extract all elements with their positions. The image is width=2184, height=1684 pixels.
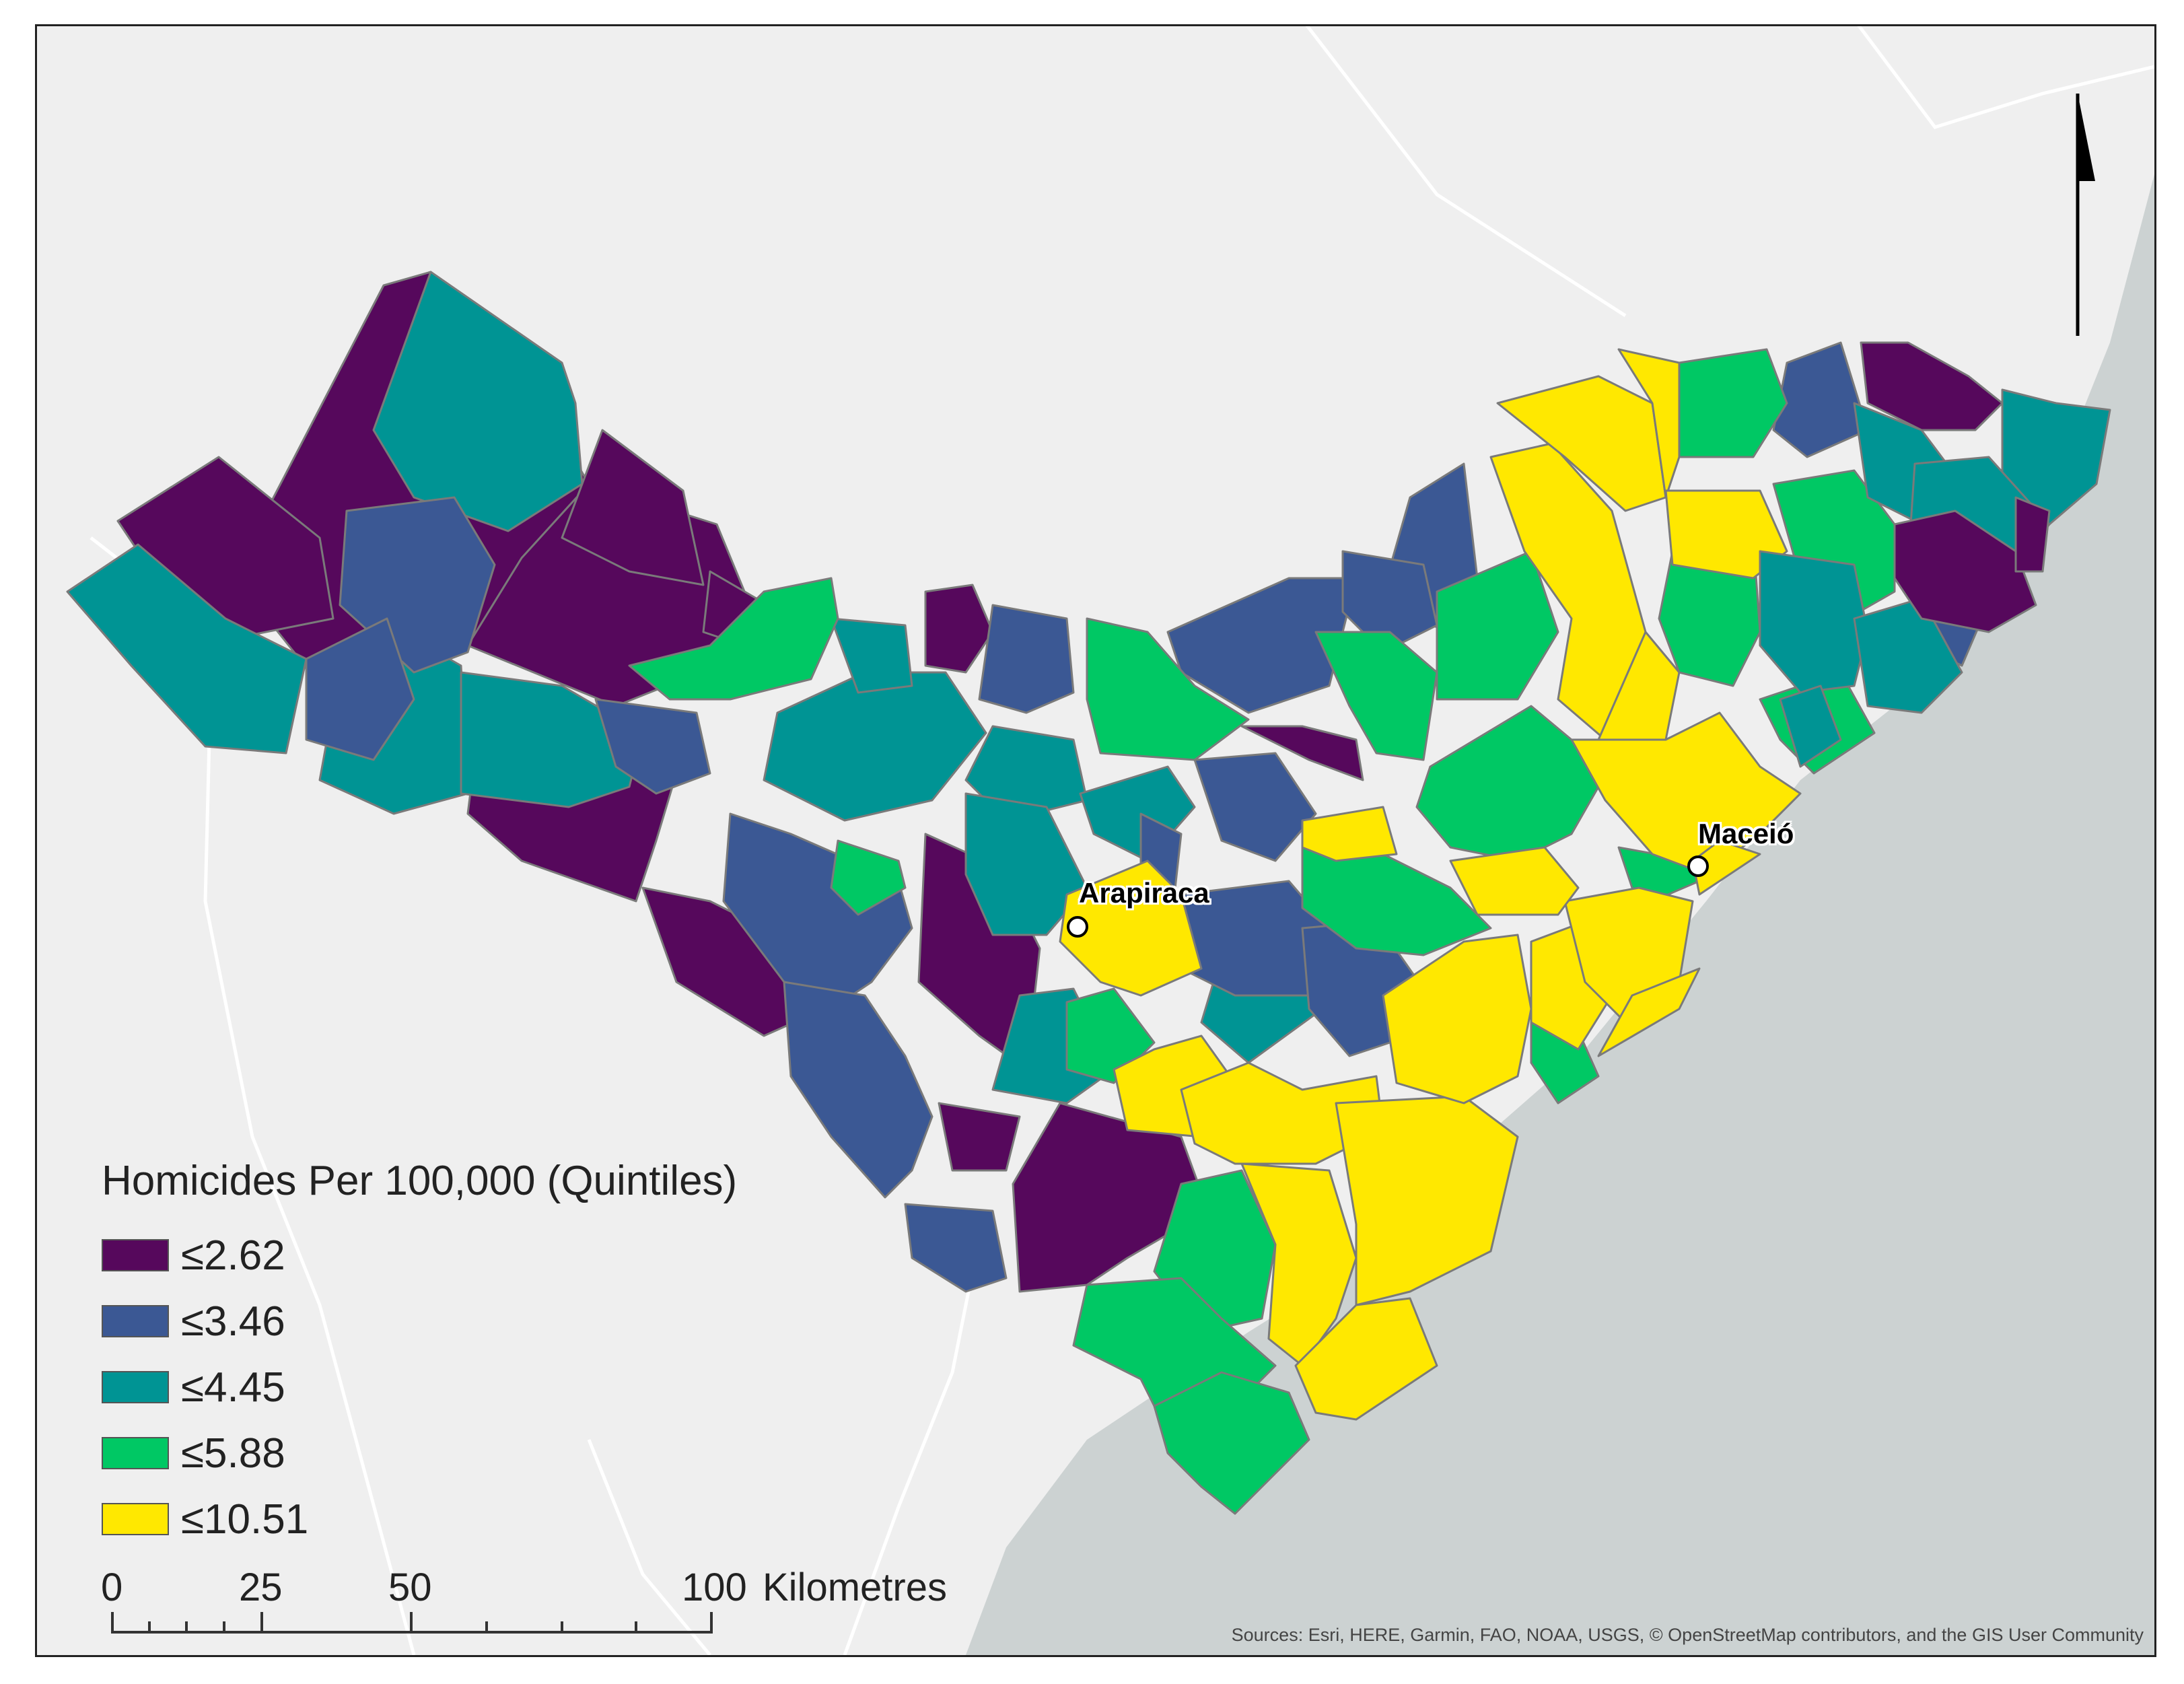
legend-item: ≤2.62 (102, 1222, 737, 1288)
region[interactable] (2001, 388, 2111, 526)
legend-swatch (102, 1503, 169, 1535)
scale-label-25: 25 (239, 1566, 283, 1609)
region[interactable] (1240, 725, 1364, 781)
region[interactable] (964, 792, 1088, 936)
legend-label: ≤3.46 (181, 1298, 285, 1345)
region[interactable] (305, 617, 415, 761)
region[interactable] (1341, 550, 1438, 654)
region[interactable] (830, 839, 907, 916)
region[interactable] (904, 1203, 1008, 1293)
region[interactable] (1597, 967, 1701, 1057)
legend-label: ≤5.88 (181, 1430, 285, 1477)
region[interactable] (628, 577, 839, 701)
region[interactable] (783, 981, 934, 1199)
region[interactable] (1570, 711, 1802, 876)
region[interactable] (372, 271, 584, 532)
region[interactable] (1294, 1297, 1438, 1421)
map-canvas (66, 26, 2154, 1655)
region[interactable] (924, 584, 994, 674)
region[interactable] (1382, 934, 1533, 1104)
city-label-arapiraca: Arapiraca (1079, 877, 1209, 909)
legend-item: ≤4.45 (102, 1354, 737, 1420)
region[interactable] (66, 543, 308, 755)
region[interactable] (1860, 341, 2004, 431)
city-marker-arapiraca[interactable] (1067, 916, 1088, 938)
region[interactable] (1691, 839, 1761, 896)
region[interactable] (1759, 550, 1869, 694)
legend-label: ≤4.45 (181, 1364, 285, 1411)
region[interactable] (1012, 1102, 1209, 1293)
region[interactable] (1335, 1095, 1519, 1306)
region[interactable] (594, 698, 711, 795)
region[interactable] (1415, 705, 1600, 862)
region[interactable] (722, 812, 913, 1010)
scale-bar (111, 1612, 713, 1634)
region[interactable] (1893, 510, 2037, 633)
scale-label-50: 50 (388, 1566, 432, 1609)
scale-label-100: 100 (682, 1566, 747, 1609)
region[interactable] (2014, 496, 2051, 573)
scale-unit: Kilometres (763, 1566, 947, 1609)
legend-swatch (102, 1371, 169, 1403)
map-frame: Arapiraca Maceió Homicides Per 100,000 (… (35, 24, 2156, 1657)
municipalities (66, 271, 1983, 1515)
region[interactable] (1301, 806, 1398, 862)
region[interactable] (1436, 550, 1559, 701)
region[interactable] (938, 1102, 1021, 1172)
legend-label: ≤2.62 (181, 1232, 285, 1279)
legend-swatch (102, 1239, 169, 1271)
region[interactable] (1314, 631, 1438, 761)
attribution: Sources: Esri, HERE, Garmin, FAO, NOAA, … (1231, 1625, 2144, 1645)
region[interactable] (460, 671, 644, 808)
north-arrow-icon (2076, 94, 2095, 336)
region[interactable] (978, 604, 1075, 714)
city-label-maceio: Maceió (1698, 818, 1794, 849)
legend: Homicides Per 100,000 (Quintiles) ≤2.62 … (102, 1157, 737, 1552)
region[interactable] (1153, 1371, 1310, 1515)
city-marker-maceio[interactable] (1687, 855, 1709, 877)
region[interactable] (1193, 752, 1317, 862)
legend-swatch (102, 1305, 169, 1337)
region[interactable] (1671, 348, 1788, 458)
region[interactable] (1772, 341, 1869, 458)
region[interactable] (1059, 859, 1203, 997)
scale-label-0: 0 (101, 1566, 123, 1609)
region[interactable] (763, 671, 987, 822)
region[interactable] (1449, 846, 1580, 916)
region[interactable] (1086, 617, 1250, 761)
legend-item: ≤5.88 (102, 1420, 737, 1486)
municipalities-northeast (1759, 341, 2111, 768)
region[interactable] (1301, 846, 1492, 956)
legend-item: ≤10.51 (102, 1486, 737, 1552)
region[interactable] (561, 429, 705, 586)
region[interactable] (1617, 348, 1681, 499)
legend-title: Homicides Per 100,000 (Quintiles) (102, 1158, 738, 1204)
region[interactable] (1779, 685, 1842, 768)
region[interactable] (830, 617, 913, 694)
ocean (966, 174, 2154, 1655)
legend-label: ≤10.51 (181, 1496, 309, 1543)
legend-item: ≤3.46 (102, 1288, 737, 1354)
legend-swatch (102, 1437, 169, 1469)
